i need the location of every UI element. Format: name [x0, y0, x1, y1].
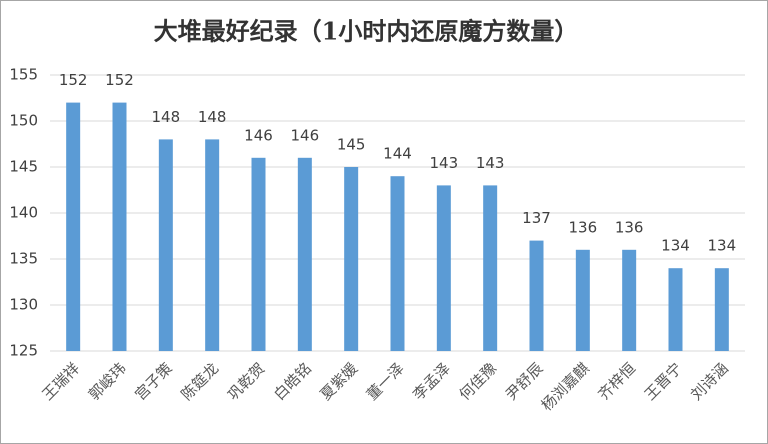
y-tick-label: 155 — [9, 66, 38, 84]
data-label: 144 — [383, 145, 412, 163]
y-tick-label: 125 — [9, 342, 38, 360]
data-label: 145 — [337, 136, 366, 154]
data-label: 134 — [708, 237, 737, 255]
bar — [668, 268, 683, 351]
bar — [714, 268, 729, 351]
bar — [622, 249, 637, 351]
data-label: 148 — [198, 108, 227, 126]
bar — [529, 240, 544, 351]
y-tick-label: 135 — [9, 250, 38, 268]
data-label: 134 — [661, 237, 690, 255]
data-label: 146 — [291, 126, 320, 144]
y-tick-label: 145 — [9, 158, 38, 176]
bar — [112, 102, 127, 351]
y-tick-label: 150 — [9, 112, 38, 130]
chart-title: 大堆最好纪录（1小时内还原魔方数量） — [154, 17, 579, 46]
data-label: 146 — [244, 126, 273, 144]
bar — [483, 185, 498, 351]
data-label: 136 — [615, 218, 644, 236]
bar — [251, 157, 266, 351]
bar — [205, 139, 220, 351]
data-label: 152 — [59, 71, 88, 89]
bar — [436, 185, 451, 351]
data-label: 137 — [522, 209, 551, 227]
bar — [390, 176, 405, 351]
data-label: 136 — [569, 218, 598, 236]
y-tick-label: 140 — [9, 204, 38, 222]
bar — [158, 139, 173, 351]
bar — [344, 167, 359, 351]
bar — [297, 157, 312, 351]
data-label: 148 — [152, 108, 181, 126]
data-label: 143 — [476, 154, 505, 172]
bar — [66, 102, 81, 351]
data-label: 143 — [430, 154, 459, 172]
bar — [575, 249, 590, 351]
data-label: 152 — [105, 71, 134, 89]
y-tick-label: 130 — [9, 296, 38, 314]
